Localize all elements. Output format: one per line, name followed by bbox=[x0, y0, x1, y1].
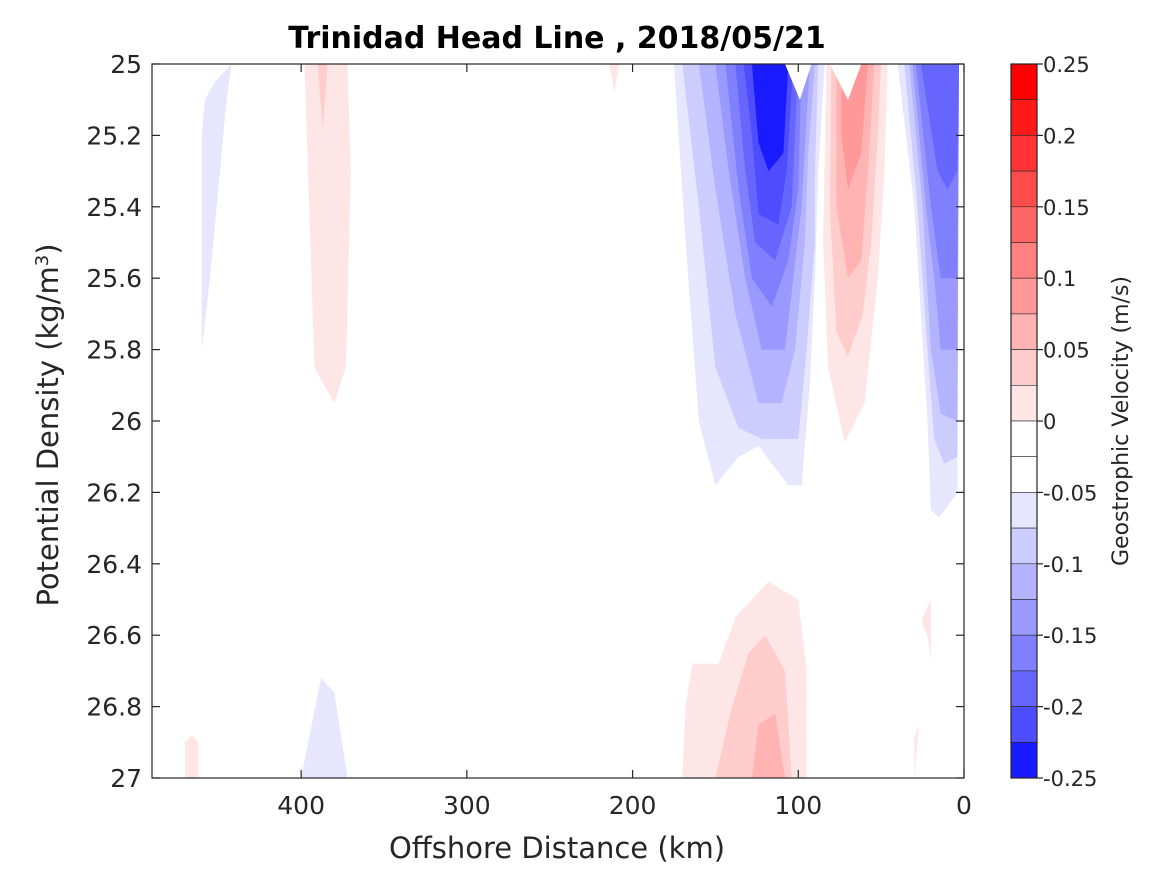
x-tick-label: 0 bbox=[956, 791, 972, 820]
colorbar-tick-label: 0.1 bbox=[1043, 267, 1076, 291]
contour-region-neg-band8 bbox=[751, 64, 789, 172]
colorbar-segment bbox=[1010, 99, 1038, 136]
contour-region-deep-offshore-negative bbox=[301, 678, 348, 778]
y-axis-label-main: Potential Density (kg/m bbox=[31, 266, 65, 606]
x-tick-label: 200 bbox=[609, 791, 657, 820]
contour-region-offshore-positive-core bbox=[317, 64, 328, 129]
x-tick-label: 300 bbox=[443, 791, 491, 820]
colorbar-tick-label: 0.25 bbox=[1043, 53, 1090, 77]
x-axis: 400 300 200 100 0 bbox=[277, 64, 972, 820]
x-axis-label: Offshore Distance (km) bbox=[389, 831, 725, 865]
x-tick-label: 400 bbox=[277, 791, 325, 820]
colorbar-ticks: 0.25 0.2 0.15 0.1 0.05 0 -0.05 -0.1 -0.15 -0.2 -0.… bbox=[1037, 53, 1097, 791]
colorbar-segment bbox=[1010, 634, 1038, 672]
colorbar-tick-label: 0 bbox=[1043, 410, 1056, 434]
colorbar-tick-label: 0.2 bbox=[1043, 124, 1076, 148]
colorbar-segment bbox=[1010, 456, 1038, 493]
chart-title: Trinidad Head Line , 2018/05/21 bbox=[288, 21, 825, 56]
contour-regions bbox=[185, 64, 959, 778]
y-tick-label: 26.2 bbox=[86, 478, 142, 507]
colorbar-segment bbox=[1010, 63, 1038, 101]
y-axis-label-superscript: 3 bbox=[32, 255, 53, 266]
colorbar-segment bbox=[1010, 170, 1038, 208]
colorbar-segment bbox=[1010, 741, 1038, 779]
y-tick-label: 25.8 bbox=[86, 336, 142, 365]
y-tick-label: 25.2 bbox=[86, 121, 142, 150]
y-tick-label: 25.4 bbox=[86, 193, 142, 222]
colorbar-label: Geostrophic Velocity (m/s) bbox=[1109, 276, 1134, 566]
contour-region-top-white-notch1 bbox=[785, 64, 812, 100]
y-tick-label: 27 bbox=[110, 764, 142, 793]
y-tick-label: 25 bbox=[110, 50, 142, 79]
x-tick-label: 100 bbox=[774, 791, 822, 820]
colorbar-segment bbox=[1010, 670, 1038, 707]
colorbar-tick-label: 0.15 bbox=[1043, 196, 1090, 220]
y-axis-label-close: ) bbox=[31, 243, 65, 254]
y-axis: 25 25.2 25.4 25.6 25.8 26 26.2 26.4 26.6 26.8 27 bbox=[86, 50, 964, 793]
contour-region-deep-offshore-positive bbox=[185, 735, 199, 778]
contour-region-deep-positive-band3 bbox=[751, 713, 785, 778]
colorbar-tick-label: -0.2 bbox=[1043, 696, 1084, 720]
contour-region-coastal-white-notch bbox=[912, 617, 933, 743]
y-axis-label: Potential Density (kg/m3) bbox=[31, 243, 65, 606]
contour-region-offshore-positive-lobe bbox=[304, 64, 351, 404]
colorbar-segment bbox=[1010, 135, 1038, 172]
contour-region-small-positive-spot bbox=[609, 64, 620, 93]
colorbar-segment bbox=[1010, 349, 1038, 386]
contour-region-coastal-neg-band6 bbox=[920, 64, 959, 189]
colorbar-segment bbox=[1010, 242, 1038, 279]
colorbar-segment bbox=[1010, 599, 1038, 636]
y-tick-label: 26.6 bbox=[86, 621, 142, 650]
colorbar-segment bbox=[1010, 384, 1038, 422]
colorbar-segment bbox=[1010, 527, 1038, 565]
colorbar-tick-label: 0.05 bbox=[1043, 339, 1090, 363]
colorbar-tick-label: -0.25 bbox=[1043, 767, 1097, 791]
colorbar-segment bbox=[1010, 563, 1038, 600]
colorbar-segment bbox=[1010, 420, 1038, 458]
y-tick-label: 26.8 bbox=[86, 693, 142, 722]
colorbar-segment bbox=[1010, 706, 1038, 743]
y-tick-label: 26 bbox=[110, 407, 142, 436]
colorbar-segment bbox=[1010, 492, 1038, 529]
colorbar-tick-label: -0.05 bbox=[1043, 481, 1097, 505]
colorbar-segment bbox=[1010, 206, 1038, 243]
colorbar-tick-label: -0.15 bbox=[1043, 624, 1097, 648]
contour-region-top-white-notch2 bbox=[829, 64, 862, 100]
y-tick-label: 25.6 bbox=[86, 264, 142, 293]
colorbar-segment bbox=[1010, 313, 1038, 350]
colorbar bbox=[1010, 63, 1038, 779]
colorbar-tick-label: -0.1 bbox=[1043, 553, 1084, 577]
y-tick-label: 26.4 bbox=[86, 550, 142, 579]
colorbar-segment bbox=[1010, 277, 1038, 315]
contour-region-offshore-negative-lobe bbox=[201, 64, 232, 350]
